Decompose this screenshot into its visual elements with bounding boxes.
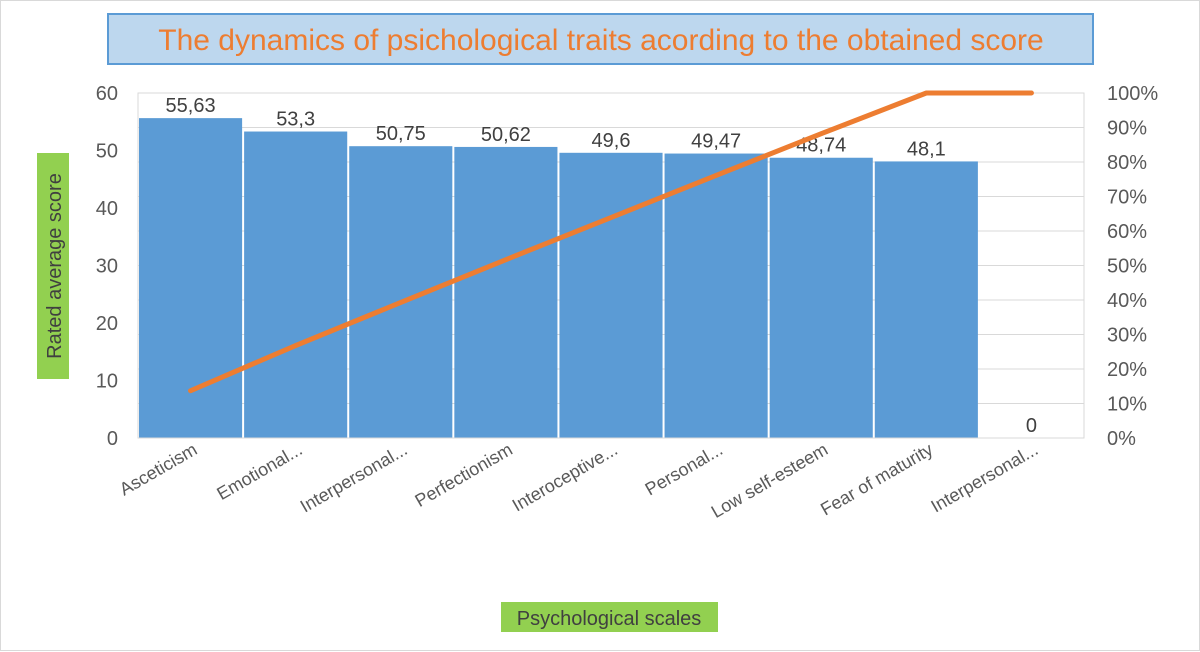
x-tick-label: Perfectionism — [411, 439, 515, 511]
bar — [139, 118, 243, 438]
bar — [244, 131, 348, 438]
y-tick-label: 40 — [96, 198, 118, 220]
data-label: 53,3 — [276, 109, 315, 131]
y-axis-label: Rated average score — [44, 173, 66, 359]
x-tick-label: Interoceptive... — [509, 439, 621, 515]
x-axis-label: Psychological scales — [517, 608, 702, 630]
bar — [559, 152, 663, 439]
y-tick-label: 60 — [96, 83, 118, 105]
y2-tick-label: 50% — [1107, 256, 1147, 278]
bar — [769, 157, 873, 438]
y2-tick-label: 40% — [1107, 290, 1147, 312]
bar — [664, 153, 768, 439]
data-label: 50,75 — [376, 123, 426, 145]
data-label: 50,62 — [481, 124, 531, 146]
title-box — [107, 13, 1094, 65]
y2-tick-label: 10% — [1107, 394, 1147, 416]
data-label: 48,1 — [907, 138, 946, 160]
x-tick-label: Interpersonal... — [927, 439, 1041, 516]
bar — [454, 146, 558, 438]
y2-tick-label: 90% — [1107, 118, 1147, 140]
y-tick-label: 30 — [96, 256, 118, 278]
y2-tick-label: 20% — [1107, 359, 1147, 381]
y2-tick-label: 100% — [1107, 83, 1158, 105]
x-tick-label: Emotional... — [213, 439, 305, 504]
y-tick-label: 50 — [96, 141, 118, 163]
y-tick-label: 0 — [107, 428, 118, 450]
bar — [349, 146, 453, 438]
y2-tick-label: 70% — [1107, 187, 1147, 209]
cumulative-line — [188, 90, 1034, 394]
y-axis-label-box — [37, 153, 69, 379]
x-tick-label: Low self-esteem — [708, 439, 832, 522]
x-axis-label-box — [501, 602, 718, 632]
y2-tick-label: 60% — [1107, 221, 1147, 243]
data-label: 49,6 — [592, 130, 631, 152]
y-tick-label: 20 — [96, 313, 118, 335]
y-tick-label: 10 — [96, 371, 118, 393]
y2-tick-label: 80% — [1107, 152, 1147, 174]
x-tick-label: Personal... — [642, 439, 727, 499]
data-label: 0 — [1026, 415, 1037, 437]
chart-title: The dynamics of psichological traits aco… — [158, 24, 1043, 57]
y2-tick-label: 30% — [1107, 325, 1147, 347]
bar — [874, 161, 978, 439]
x-tick-label: Asceticism — [116, 439, 200, 499]
y2-tick-label: 0% — [1107, 428, 1136, 450]
data-label: 49,47 — [691, 131, 741, 153]
x-tick-label: Interpersonal... — [297, 439, 411, 516]
data-label: 55,63 — [166, 95, 216, 117]
x-tick-label: Fear of maturity — [817, 439, 936, 519]
